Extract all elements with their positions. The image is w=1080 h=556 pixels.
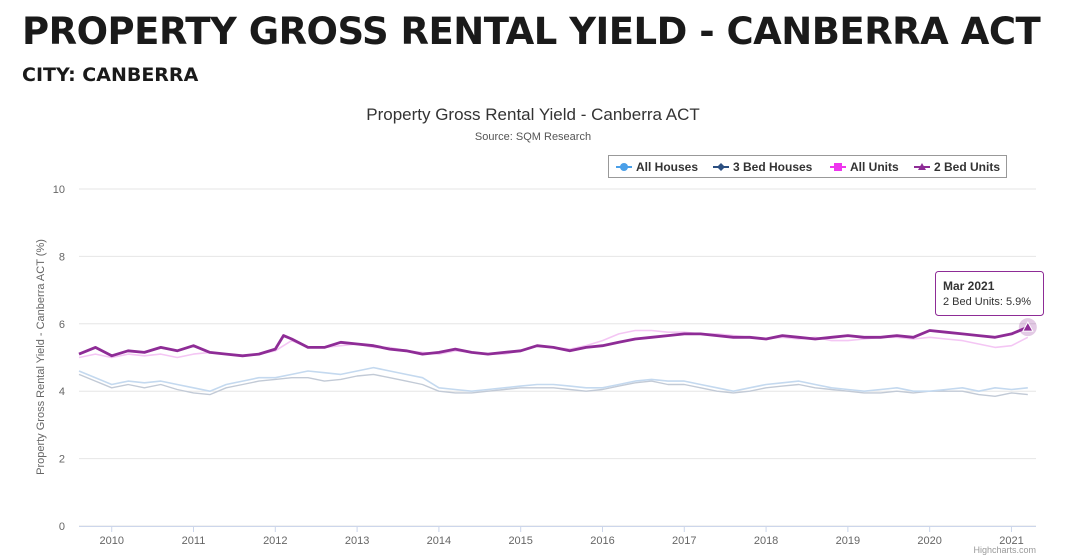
y-axis-title: Property Gross Rental Yield - Canberra A… [35,239,47,475]
legend-item-2-bed-units[interactable]: 2 Bed Units [914,160,1000,174]
x-tick-label: 2010 [99,535,123,547]
tooltip-value: 2 Bed Units: 5.9% [943,296,1031,308]
legend-box [608,155,1007,178]
legend-label: 2 Bed Units [934,160,1000,174]
legend-item-3-bed-houses[interactable]: 3 Bed Houses [713,160,813,174]
legend-item-all-houses[interactable]: All Houses [616,160,698,174]
x-tick-label: 2012 [263,535,287,547]
chart-title: Property Gross Rental Yield - Canberra A… [366,105,700,124]
circle-icon [620,163,628,171]
chart-subtitle: Source: SQM Research [475,131,591,143]
square-icon [834,163,842,171]
legend-item-all-units[interactable]: All Units [830,160,899,174]
x-tick-label: 2019 [836,535,860,547]
y-tick-label: 2 [59,454,65,466]
page-subtitle: CITY: CANBERRA [22,64,199,86]
highcharts-credits[interactable]: Highcharts.com [973,545,1036,555]
grid-layer: 0 2 4 6 8 10 2010 2011 2012 2013 2014 2015 2016 2017 2… [53,184,1036,547]
y-tick-label: 0 [59,521,65,533]
x-tick-label: 2020 [917,535,941,547]
page-title: PROPERTY GROSS RENTAL YIELD - CANBERRA A… [22,10,1041,53]
x-tick-label: 2015 [508,535,532,547]
series-line-all-houses [78,366,1028,392]
y-tick-label: 4 [59,386,65,398]
hover-point-marker [1021,321,1034,332]
y-tick-label: 6 [59,319,65,331]
y-tick-label: 10 [53,184,65,196]
diamond-icon [717,163,725,171]
x-tick-label: 2014 [427,535,451,547]
x-tick-label: 2016 [590,535,614,547]
series-layer [78,318,1037,397]
legend: All Houses 3 Bed Houses All Units 2 Bed Uni… [608,155,1007,178]
legend-label: All Units [850,160,899,174]
series-line-2-bed-units [78,325,1029,358]
tooltip-box [935,271,1044,316]
x-tick-label: 2013 [345,535,369,547]
x-tick-label: 2011 [182,535,206,547]
x-tick-label: 2018 [754,535,778,547]
legend-label: All Houses [636,160,698,174]
tooltip-date: Mar 2021 [943,279,995,293]
triangle-icon [918,163,926,170]
y-tick-label: 8 [59,251,65,263]
tooltip: Mar 2021 2 Bed Units: 5.9% [935,271,1044,316]
x-tick-label: 2021 [999,535,1023,547]
x-tick-label: 2017 [672,535,696,547]
legend-label: 3 Bed Houses [733,160,813,174]
series-line-3-bed-houses [78,373,1028,397]
